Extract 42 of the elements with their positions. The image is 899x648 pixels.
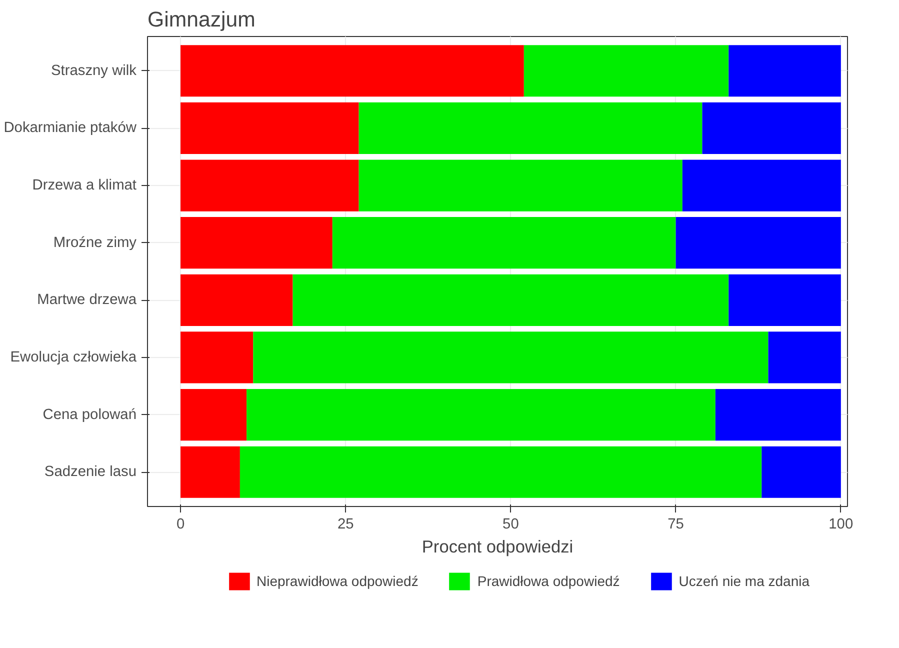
bar [180,217,332,269]
bar [292,274,729,326]
bar [768,332,841,384]
y-tick-label: Dokarmianie ptaków [4,120,137,136]
bar [524,45,729,97]
x-tick-label: 50 [502,516,519,532]
bar [180,332,254,384]
y-tick-label: Ewolucja człowieka [10,349,138,366]
bar [676,217,841,269]
x-tick-label: 100 [828,516,854,532]
y-tick-label: Mroźne zimy [53,234,138,251]
x-tick-label: 25 [337,516,354,532]
y-tick-label: Drzewa a klimat [32,178,137,194]
bar [332,217,676,269]
legend-label: Prawidłowa odpowiedź [477,573,620,589]
x-tick-label: 0 [176,516,185,532]
chart-title: Gimnazjum [148,8,256,32]
y-tick-label: Straszny wilk [50,62,138,79]
bar [358,160,682,212]
bar [358,102,702,154]
bar [180,389,247,441]
x-tick-label: 75 [668,516,684,532]
bar [728,274,841,326]
bar [180,160,359,212]
bar [180,45,524,97]
bar [715,389,841,441]
bar [246,389,716,441]
bar [682,160,841,212]
x-axis-title: Procent odpowiedzi [422,536,574,556]
bar [702,102,841,154]
bar [240,446,762,498]
y-tick-label: Sadzenie lasu [44,464,137,480]
bar [180,446,240,498]
legend-label: Uczeń nie ma zdania [678,573,810,589]
bar [762,446,841,498]
bar [180,102,359,154]
legend-label: Nieprawidłowa odpowiedź [256,573,418,589]
y-tick-label: Martwe drzewa [37,292,138,308]
y-tick-label: Cena polowań [42,406,137,423]
bar [728,45,841,97]
bar [253,332,768,384]
bar [180,274,293,326]
